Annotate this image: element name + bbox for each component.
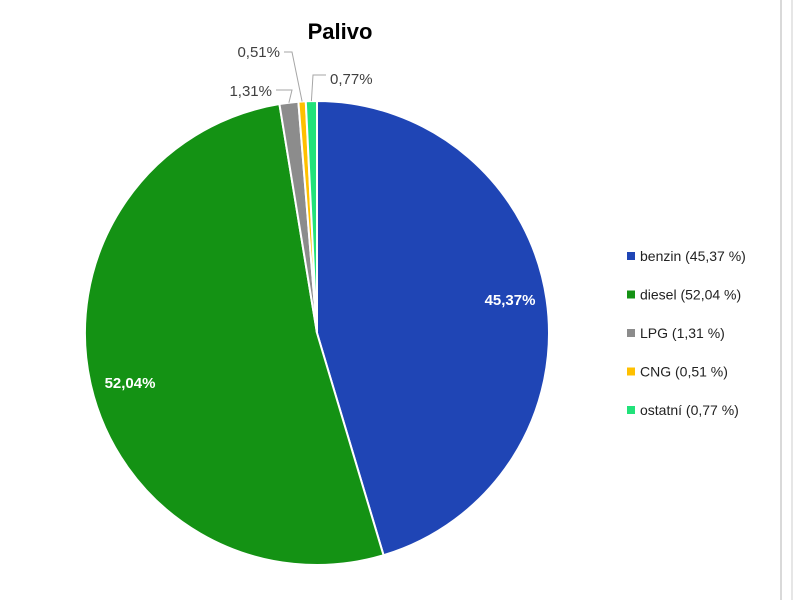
chart-title: Palivo <box>308 19 373 44</box>
legend-entry: CNG (0,51 %) <box>640 364 728 380</box>
data-label-diesel: 52,04% <box>105 375 156 392</box>
legend-swatch <box>627 367 635 376</box>
legend-entry: diesel (52,04 %) <box>640 287 741 303</box>
pie-slice-benzin <box>316 99 550 557</box>
data-label-ostatní: 0,77% <box>330 71 373 88</box>
data-label-lpg: 1,31% <box>229 83 272 100</box>
legend-swatch <box>627 406 635 414</box>
legend-swatch <box>627 252 635 260</box>
legend-entry: ostatní (0,77 %) <box>640 402 739 418</box>
data-labels: 45,37% 52,04% 1,31% 0,51% 0,77% <box>105 44 536 392</box>
leader-line <box>276 89 293 103</box>
leader-line <box>284 51 303 102</box>
legend-swatch <box>627 329 635 337</box>
legend-swatch <box>627 290 635 299</box>
leader-lines <box>276 51 326 103</box>
data-label-benzin: 45,37% <box>485 292 536 309</box>
legend-entry: benzin (45,37 %) <box>640 248 746 264</box>
data-label-cng: 0,51% <box>237 44 280 61</box>
pie-slices <box>83 99 550 566</box>
legend-entry: LPG (1,31 %) <box>640 325 725 341</box>
legend: benzin (45,37 %) diesel (52,04 %) LPG (1,3… <box>627 248 746 418</box>
leader-line <box>310 74 326 102</box>
pie-slice-diesel <box>83 102 385 566</box>
